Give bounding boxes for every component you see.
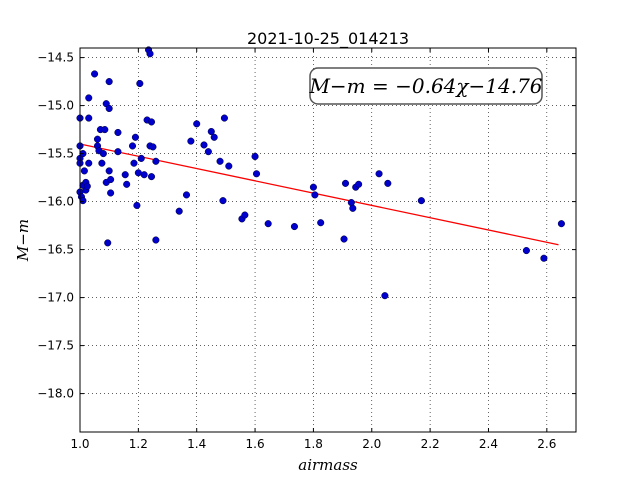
- data-point: [309, 183, 317, 191]
- ticks-layer: 1.0 1.2 1.4 1.6 1.8 2.0 2.2 2.4 2.6 −14.5 −15.0 −15…: [37, 48, 576, 451]
- data-point: [114, 148, 122, 156]
- data-point: [182, 191, 191, 199]
- x-tick-label: 2.4: [479, 437, 498, 451]
- data-point: [207, 127, 215, 136]
- data-point: [101, 126, 109, 134]
- plot-frame: [79, 47, 577, 433]
- grid-layer: [80, 48, 576, 432]
- data-point: [200, 141, 208, 149]
- data-point: [133, 201, 141, 209]
- x-tick-label: 2.2: [421, 437, 440, 451]
- data-point: [83, 182, 91, 190]
- data-point: [105, 78, 113, 86]
- data-point: [107, 189, 115, 197]
- x-tick-label: 1.2: [129, 437, 148, 451]
- data-point: [137, 154, 145, 162]
- fit-equation-text: M−m = −0.64χ−14.76: [308, 74, 542, 98]
- data-point: [80, 167, 88, 175]
- data-point: [105, 104, 113, 113]
- data-point: [317, 219, 325, 227]
- data-point: [105, 167, 113, 175]
- data-point: [341, 179, 350, 187]
- x-tick-label: 1.6: [246, 437, 265, 451]
- data-point: [381, 292, 389, 300]
- y-tick-label: −17.5: [37, 339, 74, 353]
- data-point: [175, 207, 183, 215]
- y-tick-label: −14.5: [37, 51, 74, 65]
- data-point: [220, 114, 228, 122]
- chart-title: 2021-10-25_014213: [247, 29, 409, 49]
- data-point: [152, 236, 160, 244]
- fit-line: [79, 143, 559, 246]
- data-point: [225, 162, 233, 170]
- data-point: [149, 143, 157, 151]
- data-point: [107, 175, 115, 184]
- data-point: [187, 137, 195, 145]
- data-point: [91, 70, 99, 78]
- data-point: [375, 170, 383, 178]
- x-tick-label: 2.0: [362, 437, 381, 451]
- fit-layer: [79, 143, 559, 246]
- data-point: [131, 133, 139, 141]
- data-point: [340, 235, 348, 243]
- y-tick-label: −16.0: [37, 195, 74, 209]
- x-tick-label: 2.6: [537, 437, 556, 451]
- data-point: [85, 114, 93, 122]
- data-point: [355, 180, 363, 188]
- data-point: [522, 247, 530, 255]
- data-point: [146, 50, 154, 58]
- data-point: [210, 133, 218, 141]
- data-point: [241, 211, 249, 219]
- data-point: [264, 220, 272, 228]
- data-point: [311, 191, 319, 199]
- data-point: [79, 197, 87, 205]
- x-tick-label: 1.8: [304, 437, 323, 451]
- data-point: [349, 204, 357, 212]
- data-point: [417, 197, 425, 205]
- y-tick-label: −17.0: [37, 291, 74, 305]
- data-point: [252, 170, 261, 178]
- data-point: [557, 220, 565, 228]
- data-point: [114, 128, 122, 137]
- data-point: [93, 135, 102, 143]
- data-point: [384, 179, 392, 187]
- data-point: [347, 199, 355, 207]
- data-point: [99, 150, 107, 158]
- x-axis-label: airmass: [298, 456, 358, 474]
- y-tick-label: −18.0: [37, 387, 74, 401]
- data-point: [152, 157, 160, 165]
- data-point: [140, 171, 148, 179]
- data-point: [98, 159, 106, 167]
- data-point: [204, 148, 212, 156]
- data-point: [104, 239, 112, 247]
- data-point: [540, 254, 548, 262]
- x-tick-label: 1.4: [187, 437, 206, 451]
- data-point: [130, 159, 138, 167]
- data-point: [216, 157, 224, 165]
- x-tick-label: 1.0: [70, 437, 89, 451]
- data-point: [193, 120, 201, 128]
- fit-equation-frame: [309, 67, 543, 105]
- data-point: [251, 152, 259, 161]
- data-point: [123, 180, 131, 188]
- data-point: [121, 171, 129, 179]
- y-tick-label: −15.5: [37, 147, 74, 161]
- data-point: [219, 197, 227, 205]
- data-point: [147, 173, 156, 181]
- data-point: [85, 94, 93, 102]
- y-tick-label: −15.0: [37, 99, 74, 113]
- data-point: [147, 118, 156, 126]
- data-point: [136, 79, 144, 88]
- y-tick-label: −16.5: [37, 243, 74, 257]
- data-point: [85, 159, 93, 167]
- fit-equation-box: M−m = −0.64χ−14.76: [308, 67, 543, 105]
- y-axis-label: M−m: [14, 219, 32, 262]
- data-point: [128, 142, 137, 150]
- data-point: [290, 223, 298, 231]
